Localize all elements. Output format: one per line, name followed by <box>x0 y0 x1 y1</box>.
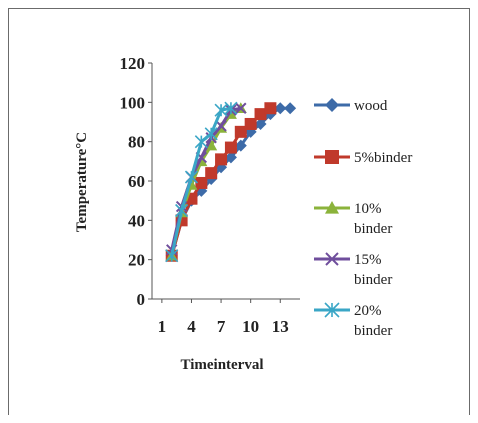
x-tick-label: 1 <box>158 317 167 336</box>
data-point <box>325 252 339 266</box>
legend-entry: 10% binder <box>314 201 392 237</box>
data-point <box>204 127 218 141</box>
y-tick-label: 100 <box>120 93 146 112</box>
data-point <box>284 102 297 115</box>
legend-label: 10% <box>354 201 382 217</box>
chart-frame <box>8 8 470 415</box>
legend-label: 20% <box>354 303 382 319</box>
data-point <box>194 135 208 149</box>
x-tick-label: 10 <box>242 317 259 336</box>
legend-entry: 20% binder <box>314 302 392 339</box>
data-point <box>224 141 237 154</box>
legend-entry: wood <box>314 98 388 114</box>
data-point <box>324 302 340 318</box>
y-tick-label: 40 <box>128 211 145 230</box>
data-point <box>244 117 257 130</box>
y-tick-label: 80 <box>128 133 145 152</box>
series-layer <box>165 101 297 263</box>
y-tick-label: 60 <box>128 172 145 191</box>
legend-entry: 5%binder <box>314 150 412 166</box>
x-axis-title: Timeinterval <box>180 357 263 373</box>
data-point <box>254 108 267 121</box>
x-tick-label: 13 <box>272 317 289 336</box>
data-point <box>234 125 247 138</box>
axes <box>151 63 300 300</box>
data-point <box>224 151 237 164</box>
data-point <box>325 98 339 112</box>
data-point <box>235 102 247 114</box>
data-point <box>254 117 267 130</box>
y-axis-title: Temperature°C <box>74 132 90 232</box>
legend-label: 5%binder <box>354 150 412 166</box>
data-point <box>325 150 339 164</box>
legend-label: binder <box>354 221 392 237</box>
data-point <box>175 203 189 218</box>
x-tick-label: 7 <box>217 317 226 336</box>
legend-label: 15% <box>354 252 382 268</box>
data-point <box>215 120 227 132</box>
data-point <box>224 101 238 115</box>
series-4 <box>165 101 238 263</box>
data-point <box>165 249 179 263</box>
series-0 <box>165 102 297 262</box>
data-point <box>325 201 339 214</box>
y-axis-ticks: 0 20 40 60 80 100 120 <box>120 54 152 309</box>
data-point <box>184 170 199 184</box>
legend-label: wood <box>354 98 388 114</box>
legend: wood 5%binder 10% binder 15% binder 20% binder <box>314 98 412 339</box>
y-tick-label: 20 <box>128 251 145 270</box>
data-point <box>264 102 277 115</box>
data-point <box>195 176 208 189</box>
legend-entry: 15% binder <box>314 252 392 288</box>
legend-label: binder <box>354 272 392 288</box>
x-axis-ticks: 1 4 7 10 13 <box>158 299 289 336</box>
legend-label: binder <box>354 323 392 339</box>
x-tick-label: 4 <box>187 317 196 336</box>
data-point <box>274 102 287 115</box>
data-point <box>205 167 218 180</box>
data-point <box>205 139 218 151</box>
data-point <box>215 153 228 166</box>
y-tick-label: 0 <box>137 290 146 309</box>
data-point <box>234 139 247 152</box>
y-tick-label: 120 <box>120 54 146 73</box>
